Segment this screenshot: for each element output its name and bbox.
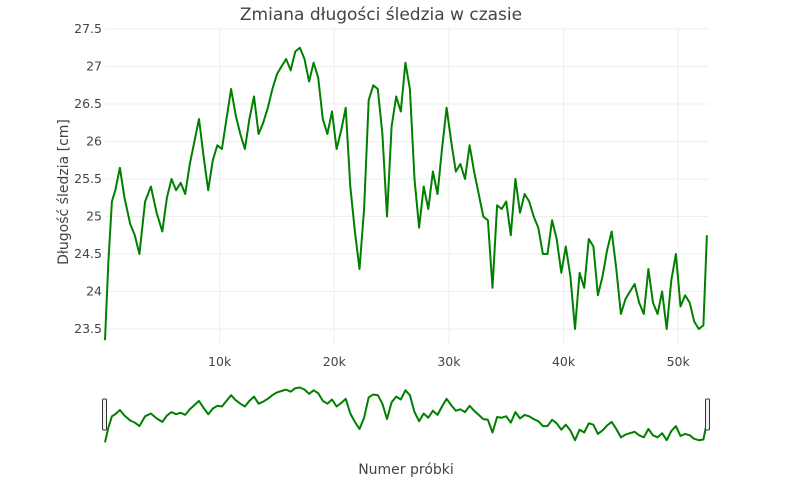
gridlines [105, 28, 708, 344]
data-series-line [104, 46, 708, 341]
x-tick-label: 10k [208, 354, 232, 369]
y-tick-label: 24 [86, 284, 102, 299]
range-slider-series-line [104, 386, 708, 443]
y-tick-label: 27.5 [74, 21, 102, 36]
x-tick-label: 50k [667, 354, 691, 369]
range-slider-background [105, 370, 708, 445]
x-tick-label: 40k [552, 354, 576, 369]
y-tick-label: 23.5 [74, 321, 102, 336]
x-tick-label: 20k [323, 354, 347, 369]
y-tick-label: 27 [86, 59, 102, 74]
y-axis-ticks: 23.5 24 24.5 25 25.5 26 26.5 27 27.5 [74, 21, 102, 336]
range-slider-right-handle[interactable] [705, 398, 710, 431]
x-axis-title: Numer próbki [358, 462, 454, 478]
y-tick-label: 25 [86, 209, 102, 224]
range-slider[interactable] [102, 370, 710, 445]
y-axis-title: Długość śledzia [cm] [56, 119, 72, 265]
range-slider-left-handle[interactable] [102, 398, 107, 431]
y-tick-label: 24.5 [74, 246, 102, 261]
x-axis-ticks: 10k 20k 30k 40k 50k [208, 354, 690, 369]
y-tick-label: 25.5 [74, 171, 102, 186]
x-tick-label: 30k [437, 354, 461, 369]
y-tick-label: 26 [86, 134, 102, 149]
chart-title: Zmiana długości śledzia w czasie [240, 5, 522, 25]
y-tick-label: 26.5 [74, 96, 102, 111]
